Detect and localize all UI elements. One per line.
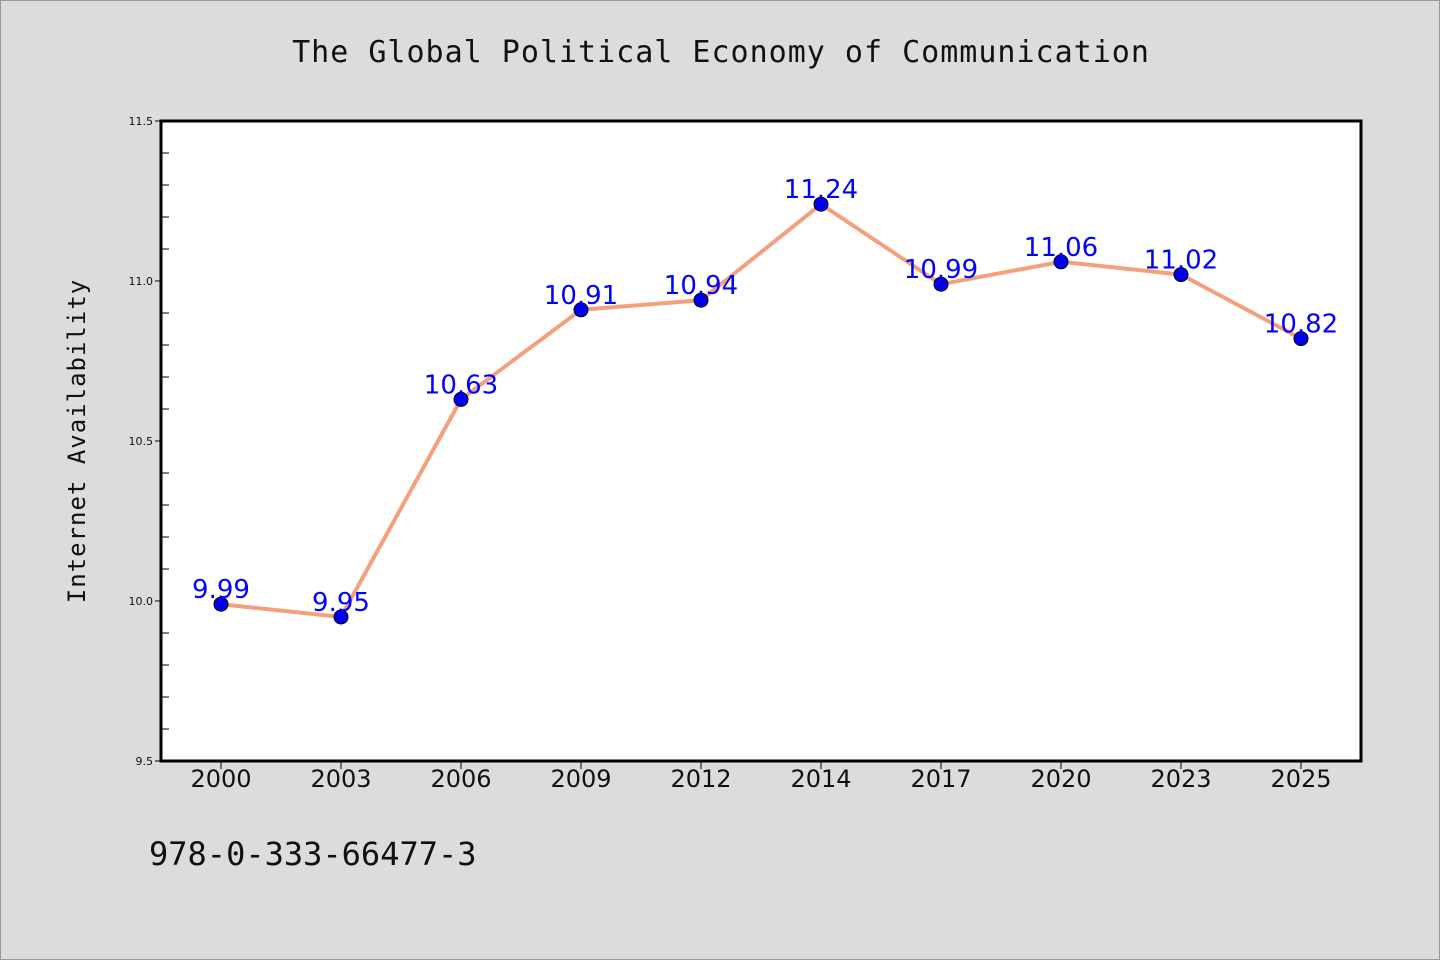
data-label: 9.99 <box>192 575 250 605</box>
x-tick-label: 2020 <box>1030 765 1091 793</box>
x-tick-label: 2012 <box>670 765 731 793</box>
x-tick-label: 2023 <box>1150 765 1211 793</box>
data-label: 10.91 <box>544 281 618 311</box>
data-point <box>213 596 229 612</box>
x-tick-label: 2006 <box>430 765 491 793</box>
data-point <box>933 276 949 292</box>
data-point <box>1053 254 1069 270</box>
x-tick-label: 2025 <box>1270 765 1331 793</box>
isbn-code: 978-0-333-66477-3 <box>149 835 477 873</box>
plot-area <box>161 121 1361 761</box>
data-label: 11.06 <box>1024 233 1098 263</box>
data-point <box>453 391 469 407</box>
data-point <box>333 609 349 625</box>
data-point <box>1173 267 1189 283</box>
x-tick-label: 2014 <box>790 765 851 793</box>
x-tick-label: 2000 <box>190 765 251 793</box>
data-label: 10.82 <box>1264 310 1338 340</box>
data-point <box>693 292 709 308</box>
data-label: 9.95 <box>312 588 370 618</box>
x-tick-label: 2017 <box>910 765 971 793</box>
chart-title: The Global Political Economy of Communic… <box>292 35 1150 70</box>
y-tick-label: 9.5 <box>136 755 154 768</box>
data-label: 10.94 <box>664 271 738 301</box>
data-label: 10.63 <box>424 370 498 400</box>
x-tick-label: 2009 <box>550 765 611 793</box>
data-label: 11.02 <box>1144 246 1218 276</box>
data-point <box>1293 331 1309 347</box>
y-axis-label: Internet Availability <box>63 279 91 603</box>
plot-frame <box>159 119 1363 763</box>
y-tick-label: 10.5 <box>129 435 154 448</box>
x-tick-label: 2003 <box>310 765 371 793</box>
data-label: 11.24 <box>784 175 858 205</box>
data-point <box>573 302 589 318</box>
series-line <box>219 202 1303 619</box>
data-point <box>813 196 829 212</box>
y-tick-label: 11.5 <box>129 115 154 128</box>
y-tick-label: 11.0 <box>129 275 154 288</box>
y-tick-label: 10.0 <box>129 595 154 608</box>
data-label: 10.99 <box>904 255 978 285</box>
